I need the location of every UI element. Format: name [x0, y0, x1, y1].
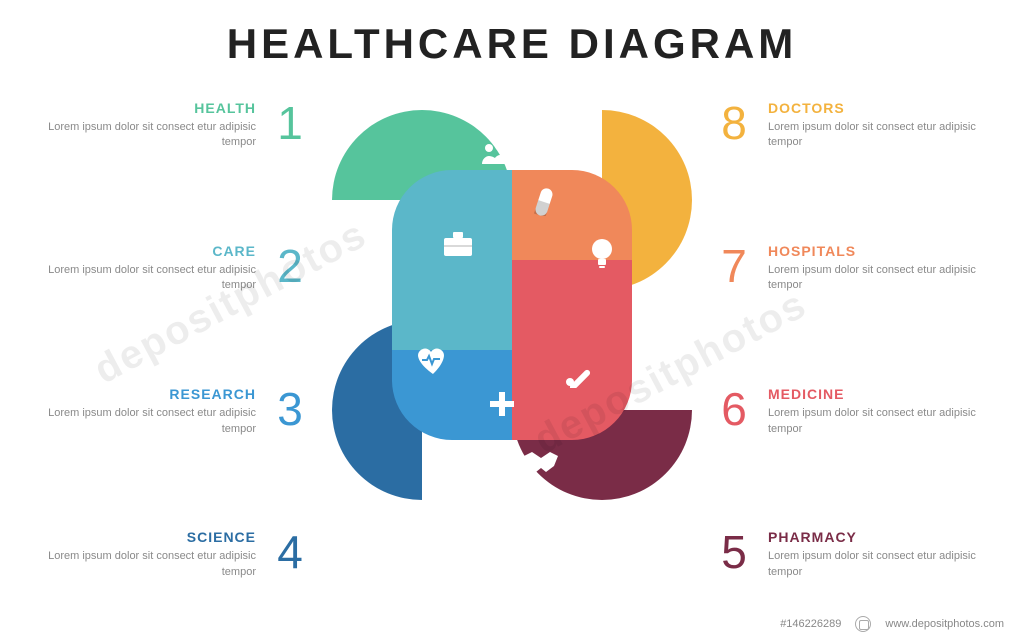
item-research: 3 RESEARCH Lorem ipsum dolor sit consect…	[40, 386, 310, 437]
briefcase-icon	[444, 232, 472, 256]
item-health: 1 HEALTH Lorem ipsum dolor sit consect e…	[40, 100, 310, 151]
item-number: 8	[714, 100, 754, 151]
item-body: Lorem ipsum dolor sit consect etur adipi…	[768, 406, 984, 437]
item-label: HOSPITALS	[768, 243, 984, 259]
healthcare-diagram	[332, 110, 692, 500]
segment-medicine	[512, 260, 632, 440]
item-care: 2 CARE Lorem ipsum dolor sit consect etu…	[40, 243, 310, 294]
thermometer-icon	[564, 358, 594, 388]
right-column: 8 DOCTORS Lorem ipsum dolor sit consect …	[714, 100, 984, 580]
footer: #146226289 www.depositphotos.com	[780, 616, 1004, 632]
site-url: www.depositphotos.com	[885, 618, 1004, 630]
item-body: Lorem ipsum dolor sit consect etur adipi…	[40, 406, 256, 437]
item-label: DOCTORS	[768, 100, 984, 116]
bulb-icon	[590, 238, 614, 268]
people-icon	[482, 140, 518, 164]
item-hospitals: 7 HOSPITALS Lorem ipsum dolor sit consec…	[714, 243, 984, 294]
item-label: SCIENCE	[40, 529, 256, 545]
item-doctors: 8 DOCTORS Lorem ipsum dolor sit consect …	[714, 100, 984, 151]
item-label: PHARMACY	[768, 529, 984, 545]
item-number: 2	[270, 243, 310, 294]
item-number: 4	[270, 529, 310, 580]
item-label: HEALTH	[40, 100, 256, 116]
item-body: Lorem ipsum dolor sit consect etur adipi…	[768, 120, 984, 151]
item-number: 1	[270, 100, 310, 151]
pill-icon	[532, 188, 556, 216]
page-title: HEALTHCARE DIAGRAM	[0, 20, 1024, 68]
item-body: Lorem ipsum dolor sit consect etur adipi…	[40, 549, 256, 580]
depositphotos-logo-icon	[855, 616, 871, 632]
heartbeat-icon	[418, 348, 448, 374]
item-body: Lorem ipsum dolor sit consect etur adipi…	[40, 263, 256, 294]
item-number: 6	[714, 386, 754, 437]
plus-icon	[490, 392, 514, 416]
item-science: 4 SCIENCE Lorem ipsum dolor sit consect …	[40, 529, 310, 580]
segment-care	[392, 170, 512, 350]
item-body: Lorem ipsum dolor sit consect etur adipi…	[768, 549, 984, 580]
image-id: #146226289	[780, 618, 841, 630]
item-label: CARE	[40, 243, 256, 259]
item-body: Lorem ipsum dolor sit consect etur adipi…	[768, 263, 984, 294]
item-body: Lorem ipsum dolor sit consect etur adipi…	[40, 120, 256, 151]
handshake-icon	[524, 452, 558, 474]
item-number: 3	[270, 386, 310, 437]
page: HEALTHCARE DIAGRAM 1 HEALTH Lorem ipsum …	[0, 0, 1024, 640]
left-column: 1 HEALTH Lorem ipsum dolor sit consect e…	[40, 100, 310, 580]
item-number: 5	[714, 529, 754, 580]
item-label: MEDICINE	[768, 386, 984, 402]
item-number: 7	[714, 243, 754, 294]
item-label: RESEARCH	[40, 386, 256, 402]
item-pharmacy: 5 PHARMACY Lorem ipsum dolor sit consect…	[714, 529, 984, 580]
item-medicine: 6 MEDICINE Lorem ipsum dolor sit consect…	[714, 386, 984, 437]
